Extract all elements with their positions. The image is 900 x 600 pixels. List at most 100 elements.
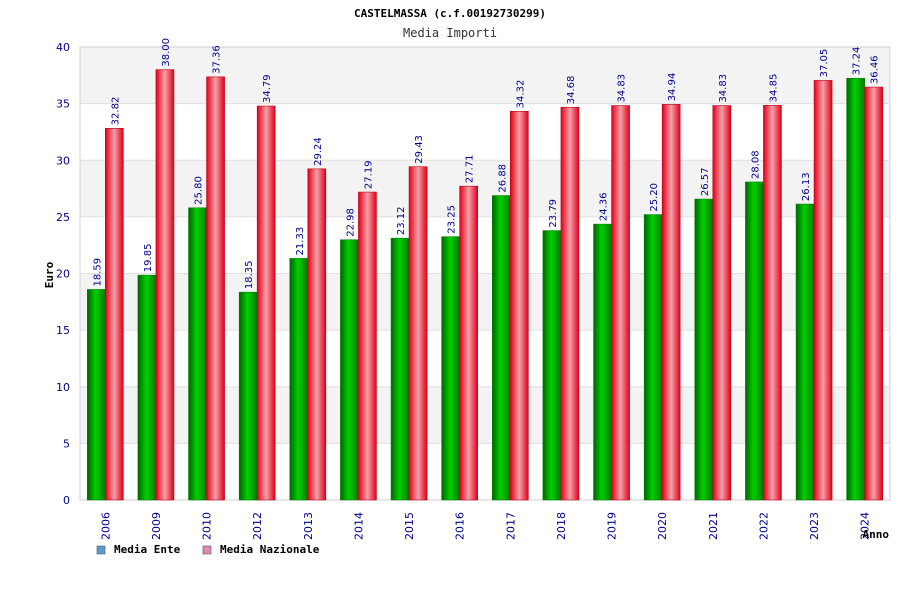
data-label-media-nazionale-2014: 27.19 xyxy=(363,160,374,189)
y-tick-label: 30 xyxy=(56,154,70,167)
bar-media-ente-2019 xyxy=(593,223,612,501)
bar-media-nazionale-2017 xyxy=(510,111,529,501)
data-label-media-nazionale-2020: 34.94 xyxy=(667,73,678,102)
bar-media-ente-2010 xyxy=(188,207,207,501)
bar-media-ente-2006 xyxy=(87,289,106,501)
data-label-media-nazionale-2017: 34.32 xyxy=(515,80,526,109)
legend: Media Ente Media Nazionale xyxy=(96,543,320,556)
bar-media-ente-2009 xyxy=(137,274,157,501)
bar-media-ente-2012 xyxy=(238,291,258,501)
x-tick-label-2020: 2020 xyxy=(656,512,669,540)
data-label-media-ente-2010: 25.80 xyxy=(194,176,205,205)
data-label-media-nazionale-2006: 32.82 xyxy=(110,97,121,126)
x-tick-label-2014: 2014 xyxy=(352,512,365,540)
bars xyxy=(87,69,883,501)
bar-media-nazionale-2009 xyxy=(155,69,175,501)
y-axis-label: Euro xyxy=(43,261,56,288)
data-label-media-ente-2016: 23.25 xyxy=(447,205,458,234)
data-label-media-ente-2015: 23.12 xyxy=(396,207,407,236)
data-label-media-ente-2009: 19.85 xyxy=(143,244,154,273)
bar-media-nazionale-2010 xyxy=(206,76,225,501)
x-tick-label-2009: 2009 xyxy=(150,512,163,540)
x-tick-label-2013: 2013 xyxy=(302,512,315,540)
data-label-media-nazionale-2013: 29.24 xyxy=(313,137,324,166)
bar-media-nazionale-2012 xyxy=(256,105,276,501)
bar-media-nazionale-2013 xyxy=(307,168,327,501)
bar-media-ente-2013 xyxy=(289,258,309,501)
x-tick-label-2006: 2006 xyxy=(99,512,112,540)
x-tick-label-2021: 2021 xyxy=(707,512,720,540)
bar-media-nazionale-2018 xyxy=(560,106,580,501)
bar-media-ente-2015 xyxy=(390,237,410,501)
x-tick-label-2019: 2019 xyxy=(606,512,619,540)
legend-swatch-media-nazionale xyxy=(202,545,212,555)
x-tick-label-2010: 2010 xyxy=(201,512,214,540)
y-tick-label: 40 xyxy=(56,41,70,54)
x-tick-label-2024: 2024 xyxy=(859,512,872,540)
data-label-media-nazionale-2016: 27.71 xyxy=(465,155,476,184)
data-label-media-ente-2017: 26.88 xyxy=(497,164,508,193)
bar-media-nazionale-2015 xyxy=(408,166,428,501)
bar-media-ente-2024 xyxy=(846,77,865,501)
data-label-media-ente-2020: 25.20 xyxy=(649,183,660,212)
bar-media-nazionale-2006 xyxy=(105,128,124,501)
bar-media-ente-2022 xyxy=(745,181,764,501)
x-tick-label-2016: 2016 xyxy=(454,512,467,540)
legend-swatch-media-ente xyxy=(96,545,106,555)
x-tick-label-2015: 2015 xyxy=(403,512,416,540)
data-label-media-nazionale-2009: 38.00 xyxy=(161,38,172,67)
bar-media-ente-2016 xyxy=(441,236,460,501)
data-label-media-ente-2013: 21.33 xyxy=(295,227,306,256)
x-axis-ticks: 2006 2009 2010 2012 2013 2014 2015 2016 2017 2018… xyxy=(99,512,871,540)
bar-media-ente-2017 xyxy=(492,195,511,501)
y-axis-ticks: 0 5 10 15 20 25 30 35 40 xyxy=(56,41,70,507)
x-axis-label: Anno xyxy=(863,528,890,541)
data-label-media-nazionale-2021: 34.83 xyxy=(718,74,729,103)
data-label-media-nazionale-2024: 36.46 xyxy=(870,55,881,84)
bar-media-ente-2018 xyxy=(542,230,562,501)
x-tick-label-2018: 2018 xyxy=(555,512,568,540)
bar-media-ente-2023 xyxy=(795,203,815,501)
y-tick-label: 35 xyxy=(56,98,70,111)
legend-label-media-nazionale: Media Nazionale xyxy=(220,543,320,556)
chart-title: CASTELMASSA (c.f.00192730299) xyxy=(354,7,546,20)
x-tick-label-2012: 2012 xyxy=(251,512,264,540)
y-tick-label: 10 xyxy=(56,381,70,394)
data-label-media-nazionale-2012: 34.79 xyxy=(262,74,273,103)
bar-media-nazionale-2019 xyxy=(611,105,630,501)
data-labels: 18.59 32.82 19.85 38.00 25.80 37.36 18.35 34.79… xyxy=(92,38,880,289)
bar-media-nazionale-2022 xyxy=(763,105,782,501)
data-label-media-nazionale-2023: 37.05 xyxy=(819,49,830,78)
data-label-media-ente-2018: 23.79 xyxy=(548,199,559,228)
bar-media-nazionale-2023 xyxy=(813,80,833,501)
data-label-media-ente-2023: 26.13 xyxy=(801,172,812,201)
y-tick-label: 0 xyxy=(63,494,70,507)
y-tick-label: 20 xyxy=(56,268,70,281)
data-label-media-nazionale-2010: 37.36 xyxy=(212,45,223,74)
data-label-media-nazionale-2019: 34.83 xyxy=(617,74,628,103)
data-label-media-ente-2019: 24.36 xyxy=(599,192,610,221)
bar-media-nazionale-2020 xyxy=(661,104,681,501)
y-tick-label: 5 xyxy=(63,437,70,450)
bar-media-nazionale-2014 xyxy=(358,191,377,501)
data-label-media-nazionale-2018: 34.68 xyxy=(566,76,577,105)
y-tick-label: 15 xyxy=(56,324,70,337)
y-tick-label: 25 xyxy=(56,211,70,224)
x-tick-label-2023: 2023 xyxy=(808,512,821,540)
bar-media-nazionale-2016 xyxy=(459,185,478,501)
x-tick-label-2022: 2022 xyxy=(757,512,770,540)
data-label-media-ente-2022: 28.08 xyxy=(750,150,761,179)
data-label-media-ente-2021: 26.57 xyxy=(700,167,711,196)
data-label-media-ente-2024: 37.24 xyxy=(852,47,863,76)
legend-label-media-ente: Media Ente xyxy=(114,543,181,556)
bar-media-nazionale-2021 xyxy=(712,105,732,501)
data-label-media-ente-2014: 22.98 xyxy=(345,208,356,237)
bar-media-ente-2021 xyxy=(694,198,714,501)
x-tick-label-2017: 2017 xyxy=(504,512,517,540)
chart-subtitle: Media Importi xyxy=(403,26,497,40)
data-label-media-nazionale-2022: 34.85 xyxy=(768,74,779,103)
plot-border xyxy=(79,46,891,501)
data-label-media-ente-2012: 18.35 xyxy=(244,261,255,290)
data-label-media-nazionale-2015: 29.43 xyxy=(414,135,425,164)
